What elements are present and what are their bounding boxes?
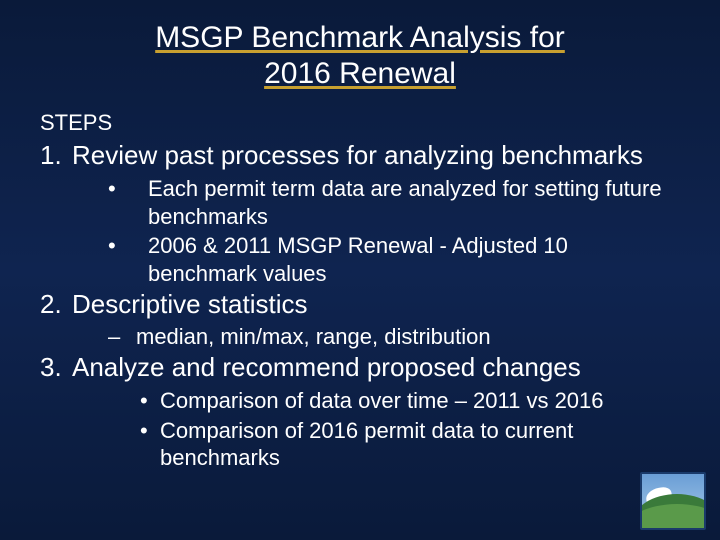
step-3-text: Analyze and recommend proposed changes <box>72 352 581 383</box>
bullet-marker: • <box>108 232 148 287</box>
step-1-bullet-2-text: 2006 & 2011 MSGP Renewal - Adjusted 10 b… <box>148 232 680 287</box>
step-1-bullet-1: • Each permit term data are analyzed for… <box>108 175 680 230</box>
title-line-1: MSGP Benchmark Analysis for <box>155 21 565 54</box>
steps-heading: STEPS <box>40 110 680 136</box>
step-2-dash-1-text: median, min/max, range, distribution <box>136 324 491 350</box>
bullet-marker: • <box>108 175 148 230</box>
bullet-marker: • <box>140 387 160 415</box>
step-1-number: 1. <box>40 140 72 171</box>
step-2-text: Descriptive statistics <box>72 289 308 320</box>
dash-marker: – <box>108 324 136 350</box>
step-1-bullet-2: • 2006 & 2011 MSGP Renewal - Adjusted 10… <box>108 232 680 287</box>
step-1-bullet-1-text: Each permit term data are analyzed for s… <box>148 175 680 230</box>
slide-title: MSGP Benchmark Analysis for 2016 Renewal <box>40 20 680 92</box>
step-2: 2. Descriptive statistics <box>40 289 680 320</box>
bullet-marker: • <box>140 417 160 472</box>
step-3-bullet-2-text: Comparison of 2016 permit data to curren… <box>160 417 680 472</box>
step-1-text: Review past processes for analyzing benc… <box>72 140 643 171</box>
step-3: 3. Analyze and recommend proposed change… <box>40 352 680 383</box>
step-2-dash-1: – median, min/max, range, distribution <box>108 324 680 350</box>
step-3-number: 3. <box>40 352 72 383</box>
step-3-bullet-1: • Comparison of data over time – 2011 vs… <box>140 387 680 415</box>
title-line-2: 2016 Renewal <box>264 57 456 90</box>
slide-container: MSGP Benchmark Analysis for 2016 Renewal… <box>0 0 720 494</box>
step-1: 1. Review past processes for analyzing b… <box>40 140 680 171</box>
step-3-bullet-2: • Comparison of 2016 permit data to curr… <box>140 417 680 472</box>
step-3-bullet-1-text: Comparison of data over time – 2011 vs 2… <box>160 387 604 415</box>
logo-hill-front <box>640 504 706 530</box>
step-2-number: 2. <box>40 289 72 320</box>
agency-logo <box>640 472 706 530</box>
